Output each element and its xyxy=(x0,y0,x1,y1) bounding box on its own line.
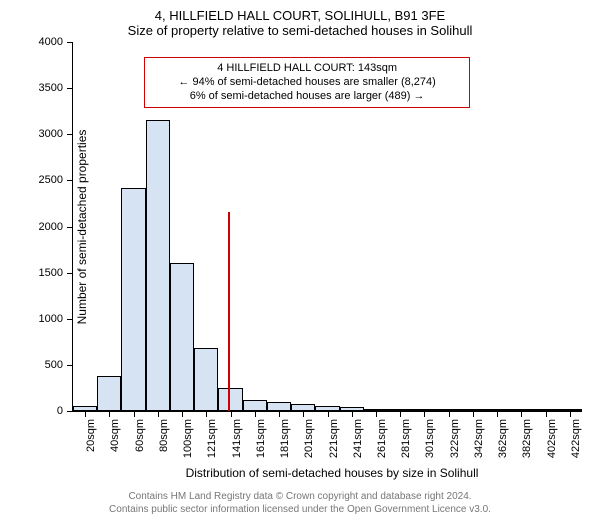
x-tick xyxy=(424,411,425,417)
histogram-bar xyxy=(218,388,242,411)
x-tick xyxy=(570,411,571,417)
x-tick xyxy=(352,411,353,417)
x-tick xyxy=(497,411,498,417)
x-tick xyxy=(255,411,256,417)
x-tick-label: 100sqm xyxy=(182,419,194,458)
y-tick-label: 2000 xyxy=(39,221,73,233)
histogram-bar xyxy=(121,188,145,411)
y-tick-label: 500 xyxy=(45,359,73,371)
plot-area: 0500100015002000250030003500400020sqm40s… xyxy=(72,42,582,412)
histogram-bar xyxy=(291,404,315,411)
x-tick-label: 80sqm xyxy=(158,419,170,452)
x-tick xyxy=(85,411,86,417)
histogram-bar xyxy=(267,402,291,411)
x-tick-label: 301sqm xyxy=(424,419,436,458)
x-tick xyxy=(134,411,135,417)
x-tick-label: 201sqm xyxy=(303,419,315,458)
x-tick-label: 20sqm xyxy=(85,419,97,452)
chart-title-sub: Size of property relative to semi-detach… xyxy=(8,23,592,38)
x-tick-label: 60sqm xyxy=(134,419,146,452)
histogram-bar xyxy=(146,120,170,411)
x-tick xyxy=(158,411,159,417)
x-tick-label: 382sqm xyxy=(521,419,533,458)
y-tick-label: 4000 xyxy=(39,36,73,48)
footnote-line1: Contains HM Land Registry data © Crown c… xyxy=(8,490,592,503)
histogram-bar xyxy=(243,400,267,411)
y-tick-label: 3500 xyxy=(39,82,73,94)
y-tick-label: 1000 xyxy=(39,313,73,325)
x-tick-label: 402sqm xyxy=(546,419,558,458)
x-tick-label: 422sqm xyxy=(570,419,582,458)
x-tick-label: 261sqm xyxy=(376,419,388,458)
chart-title-main: 4, HILLFIELD HALL COURT, SOLIHULL, B91 3… xyxy=(8,8,592,23)
x-tick-label: 362sqm xyxy=(497,419,509,458)
histogram-bar xyxy=(170,263,194,411)
x-tick-label: 121sqm xyxy=(206,419,218,458)
x-tick xyxy=(206,411,207,417)
x-tick-label: 181sqm xyxy=(279,419,291,458)
x-tick-label: 342sqm xyxy=(473,419,485,458)
marker-line xyxy=(228,212,230,411)
x-tick xyxy=(376,411,377,417)
plot-zone: Number of semi-detached properties 05001… xyxy=(72,42,582,412)
y-tick-label: 2500 xyxy=(39,174,73,186)
y-tick-label: 3000 xyxy=(39,128,73,140)
x-tick xyxy=(182,411,183,417)
x-tick xyxy=(328,411,329,417)
x-tick-label: 322sqm xyxy=(449,419,461,458)
x-tick xyxy=(546,411,547,417)
x-tick-label: 241sqm xyxy=(352,419,364,458)
x-tick xyxy=(473,411,474,417)
x-tick xyxy=(449,411,450,417)
x-tick-label: 221sqm xyxy=(328,419,340,458)
x-tick xyxy=(279,411,280,417)
footnote-line2: Contains public sector information licen… xyxy=(8,503,592,516)
annotation-line: 6% of semi-detached houses are larger (4… xyxy=(153,89,461,103)
x-tick xyxy=(109,411,110,417)
x-tick-label: 281sqm xyxy=(400,419,412,458)
annotation-line: 4 HILLFIELD HALL COURT: 143sqm xyxy=(153,61,461,75)
y-tick-label: 1500 xyxy=(39,267,73,279)
histogram-bar xyxy=(194,348,218,411)
footnote: Contains HM Land Registry data © Crown c… xyxy=(8,490,592,516)
x-tick xyxy=(521,411,522,417)
annotation-line: ← 94% of semi-detached houses are smalle… xyxy=(153,75,461,89)
histogram-bar xyxy=(97,376,121,411)
x-tick xyxy=(400,411,401,417)
x-tick-label: 40sqm xyxy=(109,419,121,452)
x-tick-label: 141sqm xyxy=(231,419,243,458)
y-tick-label: 0 xyxy=(57,405,73,417)
x-tick xyxy=(231,411,232,417)
x-tick xyxy=(303,411,304,417)
x-axis-title: Distribution of semi-detached houses by … xyxy=(72,466,592,480)
annotation-box: 4 HILLFIELD HALL COURT: 143sqm← 94% of s… xyxy=(144,57,470,108)
x-tick-label: 161sqm xyxy=(255,419,267,458)
